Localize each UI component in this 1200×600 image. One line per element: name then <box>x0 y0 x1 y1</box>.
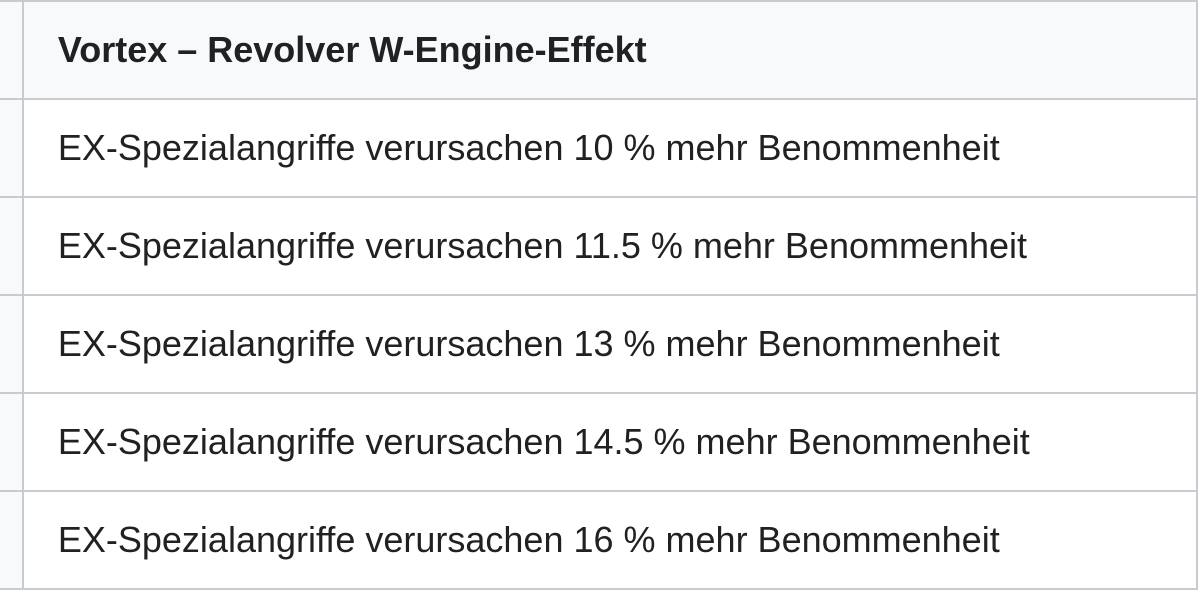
table-row: EX-Spezialangriffe verursachen 10 % mehr… <box>0 98 1199 198</box>
effect-cell: EX-Spezialangriffe verursachen 13 % mehr… <box>21 294 1199 394</box>
row-label-cell <box>0 98 24 198</box>
table-header-row: Vortex – Revolver W-Engine-Effekt <box>0 0 1199 100</box>
effect-cell: EX-Spezialangriffe verursachen 16 % mehr… <box>21 490 1199 590</box>
table-row: EX-Spezialangriffe verursachen 13 % mehr… <box>0 294 1199 394</box>
table-row: EX-Spezialangriffe verursachen 11.5 % me… <box>0 196 1199 296</box>
table-row: EX-Spezialangriffe verursachen 14.5 % me… <box>0 392 1199 492</box>
column-header: Vortex – Revolver W-Engine-Effekt <box>21 0 1199 100</box>
row-label-cell <box>0 392 24 492</box>
effect-cell: EX-Spezialangriffe verursachen 11.5 % me… <box>21 196 1199 296</box>
row-label-header <box>0 0 24 100</box>
table-row: EX-Spezialangriffe verursachen 16 % mehr… <box>0 490 1199 590</box>
row-label-cell <box>0 294 24 394</box>
row-label-cell <box>0 196 24 296</box>
effect-cell: EX-Spezialangriffe verursachen 10 % mehr… <box>21 98 1199 198</box>
row-label-cell <box>0 490 24 590</box>
effect-cell: EX-Spezialangriffe verursachen 14.5 % me… <box>21 392 1199 492</box>
